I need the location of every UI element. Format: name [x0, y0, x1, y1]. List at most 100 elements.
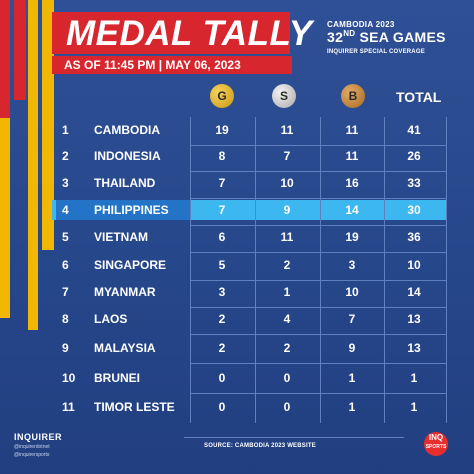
page-title: MEDAL TALLY [66, 14, 313, 53]
gold-count: 0 [218, 400, 226, 414]
social-handle: @inquirersports [14, 452, 50, 458]
bronze-count: 19 [345, 230, 359, 244]
logo-text-top: INQ [428, 433, 444, 442]
silver-count: 9 [283, 203, 291, 217]
total-count: 13 [407, 312, 421, 326]
gold-count: 0 [218, 371, 226, 385]
highlight-row-label-background [56, 200, 190, 220]
yellow-stripe [0, 118, 10, 318]
row-divider [190, 145, 446, 146]
bronze-count: 3 [348, 258, 356, 272]
games-host-year: CAMBODIA 2023 [327, 20, 395, 29]
rank-cell: 11 [62, 400, 75, 414]
bronze-count: 11 [345, 123, 359, 137]
bronze-count: 16 [345, 176, 359, 190]
row-divider [190, 252, 446, 253]
total-count: 36 [407, 230, 421, 244]
row-divider [190, 363, 446, 364]
total-column-header: TOTAL [396, 89, 442, 105]
country-name: MYANMAR [94, 285, 156, 299]
title-band [52, 12, 290, 54]
gold-count: 3 [218, 285, 226, 299]
silver-count: 0 [283, 400, 291, 414]
country-name: VIETNAM [94, 230, 148, 244]
silver-count: 11 [280, 123, 294, 137]
gold-count: 7 [218, 203, 226, 217]
grid-divider [446, 117, 447, 423]
row-divider [190, 280, 446, 281]
country-name: LAOS [94, 312, 128, 326]
row-divider [190, 171, 446, 172]
silver-medal-icon: S [272, 84, 296, 108]
red-stripe [0, 0, 10, 118]
silver-count: 7 [283, 149, 291, 163]
country-name: PHILIPPINES [94, 203, 169, 217]
games-number: 32 [327, 29, 344, 45]
total-count: 33 [407, 176, 421, 190]
games-name: 32ND SEA GAMES [327, 29, 446, 45]
gold-count: 2 [218, 312, 226, 326]
bronze-count: 11 [345, 149, 359, 163]
gold-count: 7 [218, 176, 226, 190]
gold-medal-icon: G [210, 84, 234, 108]
row-divider [190, 307, 446, 308]
tally-grid [190, 117, 447, 423]
gold-count: 5 [218, 258, 226, 272]
social-handle: @inquirerdotnet [14, 444, 50, 450]
source-note: SOURCE: CAMBODIA 2023 WEBSITE [204, 443, 316, 449]
silver-count: 2 [283, 341, 291, 355]
bronze-count: 10 [345, 285, 359, 299]
silver-count: 1 [283, 285, 291, 299]
country-name: BRUNEI [94, 371, 141, 385]
row-divider [190, 393, 446, 394]
gold-count: 2 [218, 341, 226, 355]
row-divider [190, 198, 446, 199]
bronze-count: 9 [348, 341, 356, 355]
total-count: 10 [407, 258, 421, 272]
yellow-stripe [42, 0, 54, 250]
silver-count: 0 [283, 371, 291, 385]
as-of-date: AS OF 11:45 PM | MAY 06, 2023 [64, 58, 241, 72]
silver-count: 2 [283, 258, 291, 272]
bronze-count: 1 [348, 371, 356, 385]
coverage-label: INQUIRER SPECIAL COVERAGE [327, 49, 425, 55]
rank-cell: 5 [62, 230, 69, 244]
total-count: 30 [407, 203, 421, 217]
total-count: 1 [410, 400, 418, 414]
rank-cell: 6 [62, 258, 69, 272]
country-name: INDONESIA [94, 149, 161, 163]
rank-cell: 4 [62, 203, 69, 217]
rank-cell: 10 [62, 371, 76, 385]
games-ordinal: ND [343, 29, 356, 38]
red-stripe [14, 0, 26, 100]
gold-count: 6 [218, 230, 226, 244]
rank-cell: 7 [62, 285, 69, 299]
country-name: SINGAPORE [94, 258, 167, 272]
rank-cell: 8 [62, 312, 69, 326]
silver-count: 10 [280, 176, 294, 190]
country-name: MALAYSIA [94, 341, 156, 355]
rank-cell: 1 [62, 123, 69, 137]
inq-sports-logo: INQ SPORTS [424, 432, 448, 456]
grid-divider [255, 117, 256, 423]
grid-divider [384, 117, 385, 423]
country-name: TIMOR LESTE [94, 400, 175, 414]
total-count: 13 [407, 341, 421, 355]
games-title: SEA GAMES [355, 29, 446, 45]
gold-count: 8 [218, 149, 226, 163]
yellow-stripe [28, 0, 38, 330]
grid-divider [320, 117, 321, 423]
rank-cell: 9 [62, 341, 69, 355]
bronze-count: 14 [345, 203, 359, 217]
brand-logo: INQUIRER [14, 432, 63, 442]
row-divider [190, 334, 446, 335]
country-name: THAILAND [94, 176, 156, 190]
total-count: 14 [407, 285, 421, 299]
footer-divider [184, 437, 404, 438]
country-name: CAMBODIA [94, 123, 160, 137]
logo-text-bottom: SPORTS [425, 444, 447, 450]
bronze-count: 1 [348, 400, 356, 414]
total-count: 1 [410, 371, 418, 385]
bronze-count: 7 [348, 312, 356, 326]
